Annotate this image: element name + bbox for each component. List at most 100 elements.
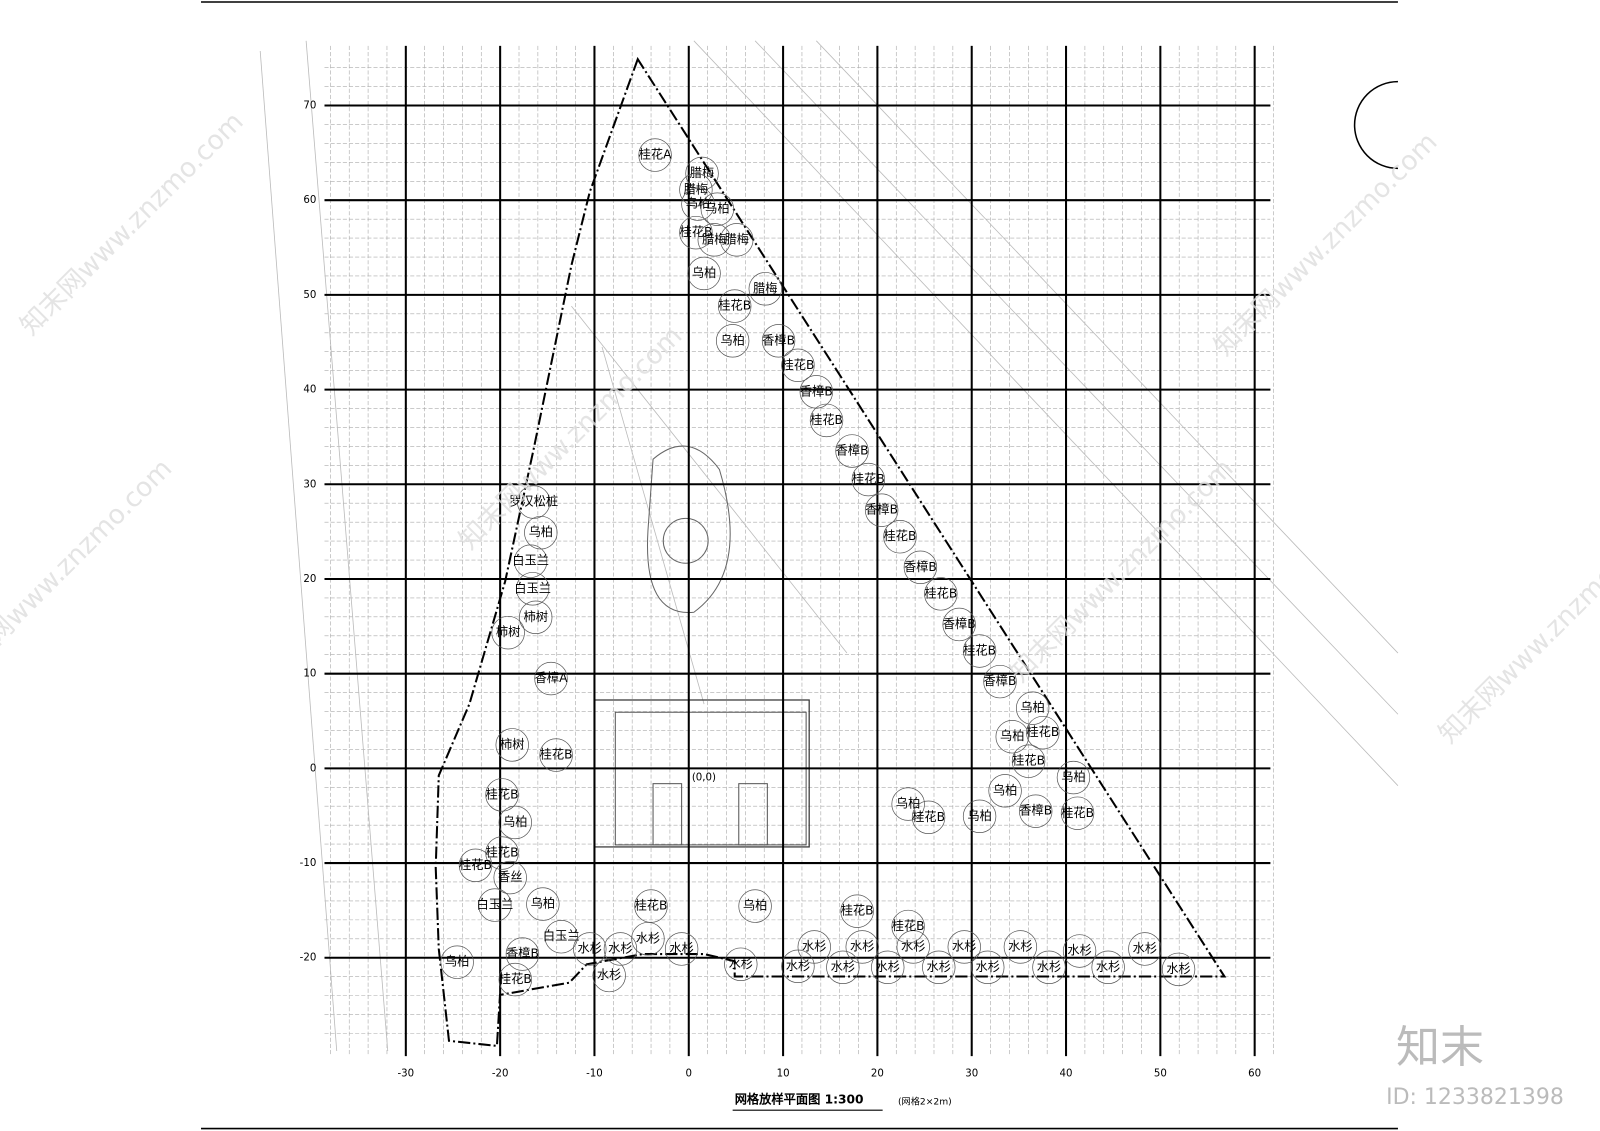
plant-label: 乌柏: [967, 808, 991, 823]
tree-canopy: [748, 272, 782, 306]
plant-label: 柿树: [523, 609, 547, 624]
plant-label: 桂花B: [718, 298, 751, 313]
tree-canopy: [515, 572, 550, 606]
tree-canopy: [971, 950, 1005, 985]
tree-canopy: [1056, 760, 1091, 795]
tree-canopy: [988, 774, 1022, 808]
plant-label: 香丝: [498, 870, 522, 884]
tree-canopy: [797, 930, 831, 964]
tree-canopy: [962, 634, 997, 668]
plant-label: 桂花B: [635, 898, 668, 913]
tree-canopy: [781, 348, 815, 382]
tree-canopy: [592, 958, 626, 993]
plant-label: 乌柏: [1061, 769, 1085, 784]
tree-canopy: [922, 950, 956, 985]
tree-canopy: [1011, 744, 1046, 778]
tree-canopy: [1062, 934, 1097, 968]
x-tick-label: 60: [1248, 1068, 1261, 1079]
plant-label: 桂花B: [486, 786, 519, 801]
plant-label: 乌柏: [896, 796, 920, 811]
plant-label: 乌柏: [529, 524, 553, 539]
tree-canopy: [679, 173, 713, 207]
plaza-oval: [646, 445, 731, 613]
y-tick-label: 60: [303, 195, 316, 206]
x-tick-label: 20: [871, 1068, 884, 1079]
plant-label: 香樟B: [904, 559, 937, 574]
plant-label: 腊梅: [753, 280, 777, 295]
tree-canopy: [498, 962, 532, 997]
tree-canopy: [534, 661, 568, 696]
y-tick-label: 50: [303, 290, 316, 301]
tree-canopy: [1060, 796, 1095, 830]
tree-canopy: [903, 550, 938, 585]
x-tick-label: -20: [492, 1068, 509, 1079]
y-tick-label: -20: [300, 953, 317, 964]
tree-canopy: [1161, 952, 1196, 987]
x-tick-label: -10: [586, 1068, 603, 1079]
tree-canopy: [947, 930, 981, 964]
tree-canopy: [995, 720, 1029, 754]
plant-label: 水杉: [1096, 960, 1120, 974]
tree-canopy: [761, 324, 796, 358]
plant-label: 乌柏: [993, 782, 1017, 797]
plant-label: 香樟B: [943, 616, 976, 631]
tree-canopy: [891, 787, 925, 821]
tree-canopy: [1003, 930, 1038, 964]
plant-label: 桂花B: [486, 845, 519, 860]
tree-canopy: [603, 932, 638, 966]
tree-canopy: [1091, 950, 1125, 985]
plant-label: 水杉: [952, 939, 976, 953]
plaza-center: [662, 517, 709, 564]
tree-canopy: [826, 950, 860, 985]
y-tick-label: 0: [310, 763, 316, 774]
title: 网格放样平面图 1:300: [735, 1091, 864, 1106]
plant-label: 水杉: [1166, 962, 1190, 976]
tree-canopy: [687, 256, 721, 291]
tree-canopy: [1026, 715, 1060, 750]
plant-label: 乌柏: [503, 814, 527, 829]
plant-label: 桂花B: [499, 971, 532, 986]
plant-label: 水杉: [1067, 944, 1091, 958]
tree-canopy: [664, 932, 699, 966]
plant-label: 香樟B: [800, 383, 833, 398]
plant-label: 乌柏: [1020, 700, 1044, 715]
x-tick-label: 30: [965, 1068, 978, 1079]
x-tick-label: 50: [1154, 1068, 1167, 1079]
tree-canopy: [491, 615, 525, 650]
plant-label: 桂花B: [810, 412, 843, 427]
tree-canopy: [524, 515, 558, 550]
plant-label: 腊梅: [702, 231, 726, 246]
plant-label: 乌柏: [531, 896, 555, 911]
tree-canopy: [911, 800, 946, 835]
plant-label: 水杉: [1008, 939, 1032, 953]
plant-label: 腊梅: [724, 231, 748, 246]
watermark: 知末网www.znzmo.com: [1208, 126, 1443, 361]
tree-canopy: [539, 738, 573, 772]
stair: [652, 783, 683, 846]
tree-canopy: [864, 493, 899, 527]
plant-label: 水杉: [786, 959, 810, 973]
tree-canopy: [891, 909, 925, 944]
tree-canopy: [685, 156, 719, 191]
tree-canopy: [1128, 932, 1162, 966]
plant-label: 桂花B: [540, 747, 573, 762]
tree-canopy: [718, 289, 752, 323]
plant-label: 香樟B: [984, 673, 1017, 688]
plant-label: 桂花B: [963, 643, 996, 658]
plant-label: 桂花B: [884, 528, 917, 543]
plant-label: 香樟B: [836, 443, 869, 458]
plant-label: 水杉: [597, 968, 621, 982]
site-boundary: [434, 56, 1227, 1048]
plant-label: 水杉: [1133, 941, 1157, 955]
watermark: 知末网www.znzmo.com: [453, 320, 688, 555]
x-tick-label: 40: [1060, 1068, 1073, 1079]
plant-label: 桂花B: [1061, 805, 1094, 820]
plant-label: 桂花B: [924, 585, 957, 600]
plant-label: 柿树: [500, 736, 524, 751]
tree-canopy: [845, 930, 879, 964]
plant-label: 水杉: [669, 941, 693, 955]
tree-canopy: [526, 887, 560, 921]
plant-label: 乌柏: [743, 898, 767, 913]
